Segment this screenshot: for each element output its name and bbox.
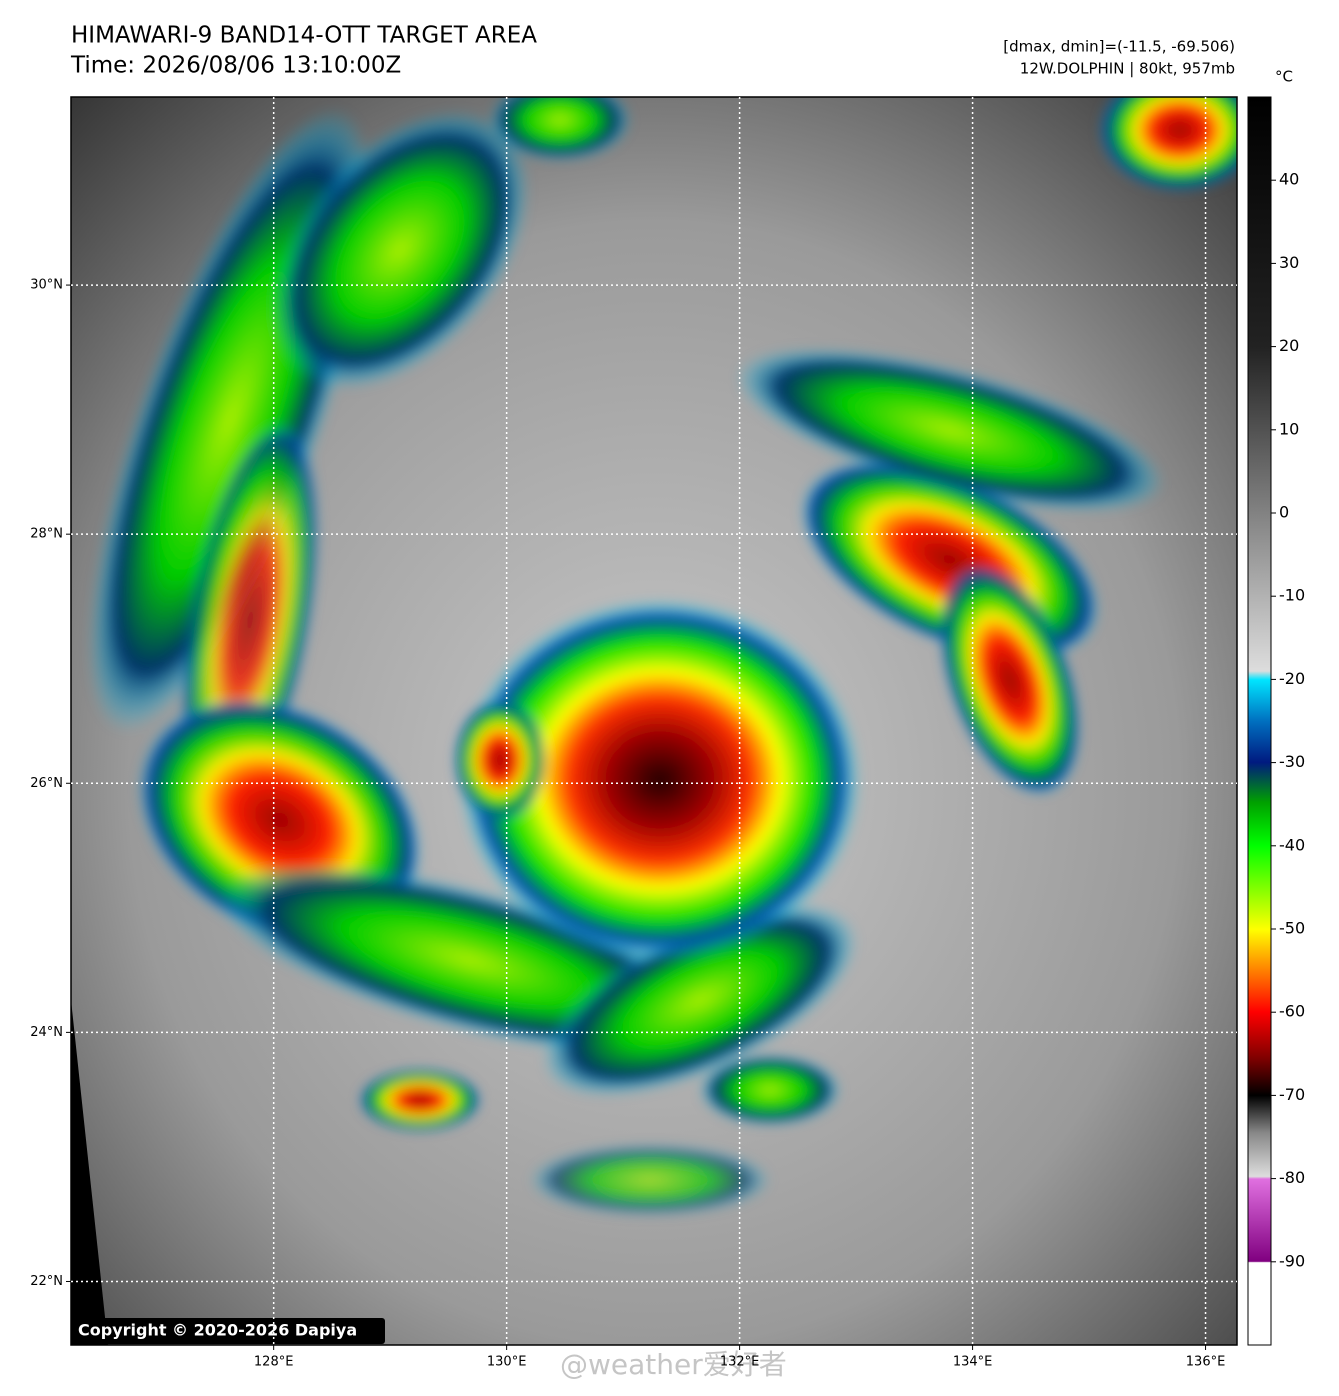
time: Time: 2026/08/06 13:10:00Z — [70, 53, 401, 79]
colorbar-tick-label: 10 — [1279, 419, 1299, 438]
y-tick-label: 26°N — [30, 776, 63, 791]
colorbar-tick-label: -60 — [1279, 1002, 1305, 1021]
colorbar-tick-label: -30 — [1279, 752, 1305, 771]
colorbar-unit: °C — [1275, 68, 1293, 86]
colorbar — [1247, 96, 1272, 1346]
map-frame — [70, 96, 1238, 1346]
satellite-image — [71, 97, 1237, 1345]
x-tick-label: 132°E — [720, 1355, 760, 1370]
copyright: Copyright © 2020-2026 Dapiya — [78, 1321, 357, 1340]
title: HIMAWARI-9 BAND14-OTT TARGET AREA — [71, 23, 537, 49]
colorbar-tick-label: -70 — [1279, 1085, 1305, 1104]
copyright-box — [72, 1318, 385, 1344]
colorbar-tick-label: 30 — [1279, 253, 1299, 272]
colorbar-tick-label: 0 — [1279, 503, 1289, 522]
colorbar-tick-label: -10 — [1279, 586, 1305, 605]
colorbar-tick-label: -90 — [1279, 1251, 1305, 1270]
colorbar-tick-label: -80 — [1279, 1168, 1305, 1187]
y-tick-label: 28°N — [30, 527, 63, 542]
colorbar-tick-label: 40 — [1279, 170, 1299, 189]
y-tick-label: 22°N — [30, 1274, 63, 1289]
colorbar-tick-label: 20 — [1279, 336, 1299, 355]
y-tick-label: 30°N — [30, 278, 63, 293]
storm-info: 12W.DOLPHIN | 80kt, 957mb — [1020, 60, 1235, 78]
x-tick-label: 128°E — [254, 1355, 294, 1370]
colorbar-tick-label: -20 — [1279, 669, 1305, 688]
watermark: @weather爱好者 — [560, 1348, 787, 1381]
colorbar-tick-label: -40 — [1279, 835, 1305, 854]
x-tick-label: 130°E — [487, 1355, 527, 1370]
colorbar-tick-label: -50 — [1279, 919, 1305, 938]
range: [dmax, dmin]=(-11.5, -69.506) — [1003, 38, 1235, 56]
y-tick-label: 24°N — [30, 1025, 63, 1040]
x-tick-label: 136°E — [1186, 1355, 1226, 1370]
x-tick-label: 134°E — [953, 1355, 993, 1370]
